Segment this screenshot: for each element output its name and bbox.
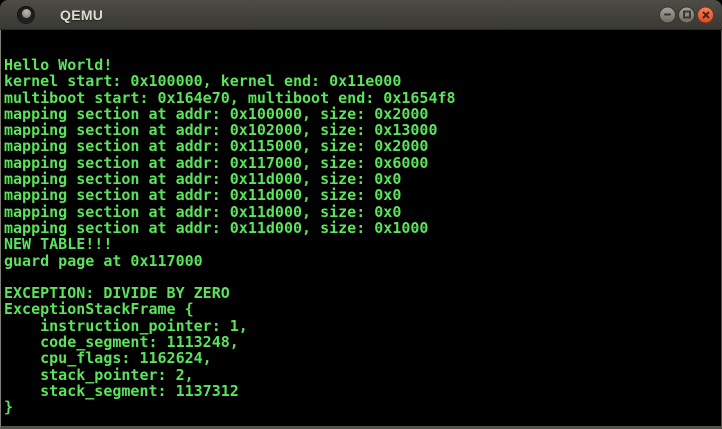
window-icon [17,5,35,24]
terminal-output: Hello World! kernel start: 0x100000, ker… [4,56,456,417]
window-title: QEMU [60,6,104,23]
window-icon-dot [21,8,31,18]
minimize-button[interactable] [659,6,676,23]
minimize-icon [664,13,671,16]
terminal-screen[interactable]: Hello World! kernel start: 0x100000, ker… [0,30,722,429]
maximize-icon [682,10,691,19]
close-button[interactable] [697,6,714,23]
close-icon [701,10,710,19]
maximize-button[interactable] [678,6,695,23]
titlebar[interactable]: QEMU [0,0,722,30]
window-controls [659,6,714,23]
